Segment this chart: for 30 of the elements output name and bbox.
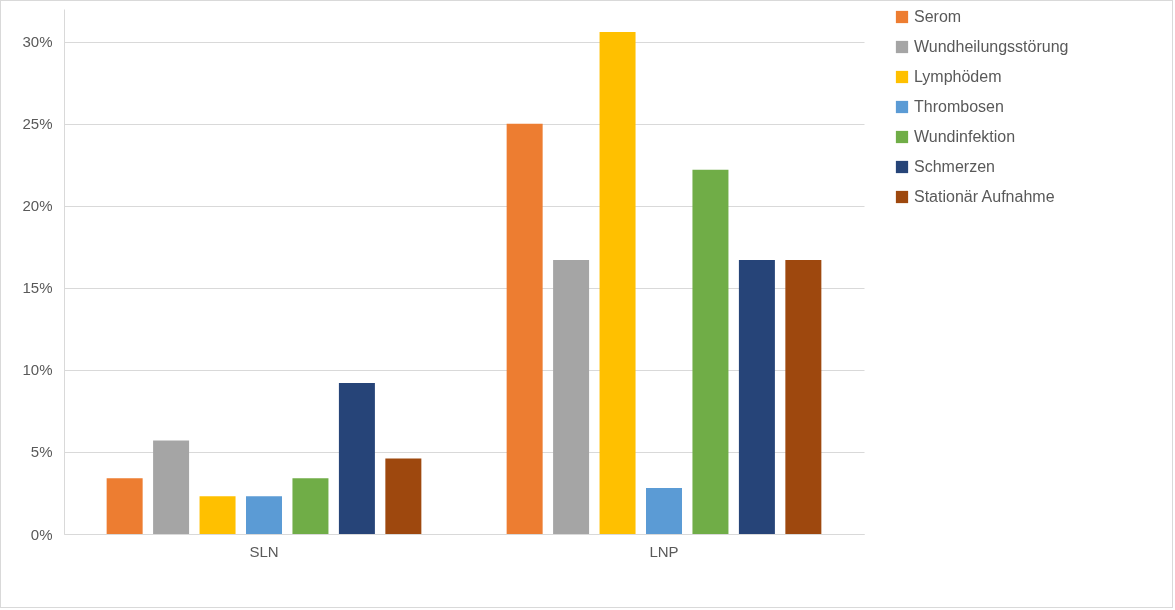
bar xyxy=(292,478,329,534)
y-tick-label: 10% xyxy=(22,361,53,379)
bar xyxy=(153,440,190,534)
bar xyxy=(106,478,143,534)
bar xyxy=(246,496,282,534)
bar xyxy=(385,458,422,534)
legend-label: Lymphödem xyxy=(914,68,1002,85)
legend-label: Wundinfektion xyxy=(914,128,1016,145)
bar xyxy=(646,488,682,534)
y-tick-label: 25% xyxy=(22,115,53,133)
bar xyxy=(338,383,375,534)
x-tick-label: SLN xyxy=(249,542,279,560)
legend-label: Stationär Aufnahme xyxy=(914,188,1055,205)
bar xyxy=(692,169,729,534)
bar xyxy=(199,496,236,534)
bar xyxy=(738,260,775,534)
y-tick-label: 0% xyxy=(30,525,53,543)
bar xyxy=(553,260,590,534)
legend-label: Schmerzen xyxy=(914,158,995,175)
bar xyxy=(506,123,543,534)
legend-label: Thrombosen xyxy=(914,98,1004,115)
y-tick-label: 15% xyxy=(22,279,53,297)
y-tick-label: 5% xyxy=(30,443,53,461)
y-tick-label: 30% xyxy=(22,33,53,51)
bar xyxy=(785,260,822,534)
bar xyxy=(599,31,636,534)
x-tick-label: LNP xyxy=(649,542,679,560)
legend-label: Wundheilungsstörung xyxy=(914,38,1069,55)
legend-label: Serom xyxy=(914,8,962,25)
y-tick-label: 20% xyxy=(22,197,53,215)
